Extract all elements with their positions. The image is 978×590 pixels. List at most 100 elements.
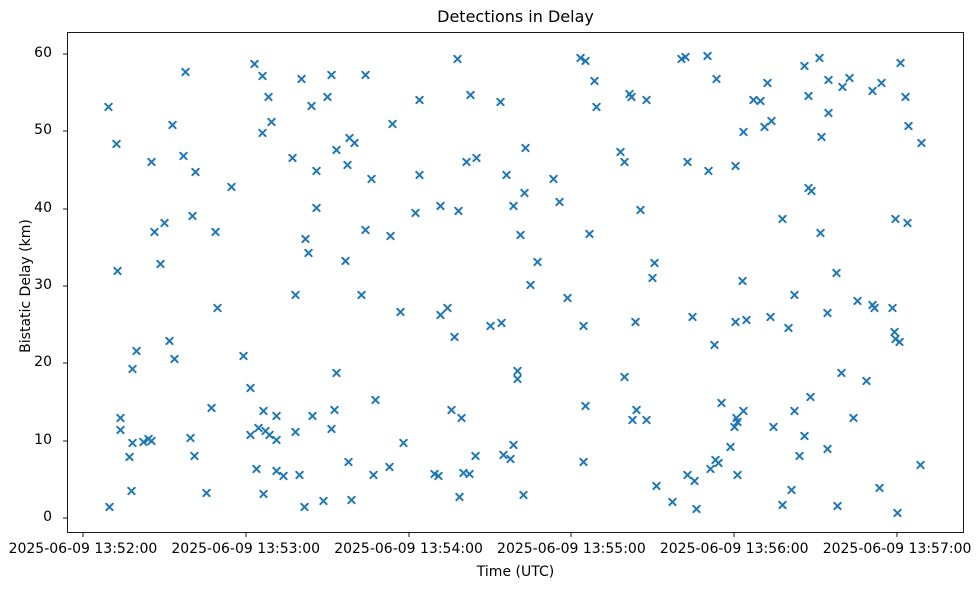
scatter-point-x-marker — [578, 456, 589, 467]
scatter-point-x-marker — [915, 459, 926, 470]
scatter-point-x-marker — [580, 400, 591, 411]
scatter-point-x-marker — [716, 397, 727, 408]
scatter-point-x-marker — [329, 404, 340, 415]
scatter-point-x-marker — [626, 91, 637, 102]
scatter-point-x-marker — [667, 496, 678, 507]
scatter-point-x-marker — [146, 157, 157, 168]
scatter-point-x-marker — [852, 295, 863, 306]
x-tick-label: 2025-06-09 13:56:00 — [659, 541, 809, 557]
scatter-point-x-marker — [178, 151, 189, 162]
scatter-point-x-marker — [691, 503, 702, 514]
scatter-point-x-marker — [867, 86, 878, 97]
scatter-point-x-marker — [518, 489, 529, 500]
scatter-point-x-marker — [465, 89, 476, 100]
plot-area: 2025-06-09 13:52:00 2025-06-09 13:53:00 20… — [9, 32, 971, 557]
scatter-point-x-marker — [548, 173, 559, 184]
scatter-point-x-marker — [814, 52, 825, 63]
scatter-point-x-marker — [505, 453, 516, 464]
scatter-point-x-marker — [729, 421, 740, 432]
scatter-point-x-marker — [294, 469, 305, 480]
scatter-point-x-marker — [349, 137, 360, 148]
scatter-point-x-marker — [789, 405, 800, 416]
y-axis-tick — [63, 208, 68, 210]
scatter-point-x-marker — [766, 115, 777, 126]
scatter-point-x-marker — [271, 410, 282, 421]
scatter-point-x-marker — [189, 450, 200, 461]
scatter-point-x-marker — [822, 443, 833, 454]
scatter-point-x-marker — [680, 51, 691, 62]
scatter-point-x-marker — [836, 367, 847, 378]
scatter-point-x-marker — [212, 302, 223, 313]
scatter-point-x-marker — [876, 77, 887, 88]
scatter-point-x-marker — [619, 157, 630, 168]
scatter-point-x-marker — [822, 308, 833, 319]
scatter-point-x-marker — [410, 208, 421, 219]
scatter-point-x-marker — [159, 217, 170, 228]
scatter-point-x-marker — [732, 469, 743, 480]
scatter-point-x-marker — [741, 315, 752, 326]
x-axis-tick — [896, 532, 898, 537]
scatter-point-x-marker — [245, 383, 256, 394]
scatter-point-x-marker — [705, 464, 716, 475]
scatter-point-x-marker — [257, 71, 268, 82]
scatter-point-x-marker — [916, 137, 927, 148]
scatter-point-x-marker — [257, 127, 268, 138]
scatter-point-x-marker — [589, 75, 600, 86]
scatter-point-x-marker — [452, 54, 463, 65]
y-tick-label: 60 — [34, 45, 52, 62]
x-axis-tick — [408, 532, 410, 537]
scatter-point-x-marker — [471, 152, 482, 163]
scatter-point-x-marker — [299, 501, 310, 512]
scatter-point-x-marker — [115, 412, 126, 423]
scatter-point-x-marker — [649, 257, 660, 268]
scatter-point-x-marker — [641, 95, 652, 106]
scatter-point-x-marker — [464, 468, 475, 479]
scatter-point-x-marker — [799, 61, 810, 72]
scatter-point-x-marker — [816, 131, 827, 142]
scatter-point-x-marker — [360, 225, 371, 236]
scatter-point-x-marker — [435, 201, 446, 212]
scatter-point-x-marker — [520, 143, 531, 154]
scatter-point-x-marker — [342, 160, 353, 171]
scatter-point-x-marker — [900, 91, 911, 102]
scatter-point-x-marker — [831, 267, 842, 278]
scatter-point-x-marker — [442, 302, 453, 313]
scatter-point-x-marker — [805, 392, 816, 403]
y-axis-tick — [63, 517, 68, 519]
x-axis-tick — [570, 532, 572, 537]
scatter-point-x-marker — [146, 435, 157, 446]
scatter-point-x-marker — [307, 410, 318, 421]
scatter-point-x-marker — [806, 185, 817, 196]
scatter-point-x-marker — [210, 226, 221, 237]
scatter-point-x-marker — [311, 202, 322, 213]
scatter-point-x-marker — [794, 450, 805, 461]
scatter-point-x-marker — [322, 92, 333, 103]
scatter-point-x-marker — [249, 58, 260, 69]
scatter-point-x-marker — [894, 336, 905, 347]
scatter-point-x-marker — [155, 259, 166, 270]
scatter-point-x-marker — [777, 213, 788, 224]
scatter-point-x-marker — [508, 439, 519, 450]
scatter-point-x-marker — [803, 90, 814, 101]
x-axis-tick — [82, 532, 84, 537]
scatter-point-x-marker — [725, 441, 736, 452]
x-axis-label: Time (UTC) — [476, 564, 555, 580]
scatter-point-x-marker — [111, 138, 122, 149]
scatter-point-x-marker — [190, 167, 201, 178]
scatter-point-x-marker — [619, 371, 630, 382]
scatter-point-x-marker — [414, 170, 425, 181]
scatter-point-x-marker — [832, 500, 843, 511]
scatter-point-x-marker — [902, 217, 913, 228]
scatter-point-x-marker — [201, 488, 212, 499]
scatter-point-x-marker — [682, 156, 693, 167]
scatter-point-x-marker — [185, 433, 196, 444]
scatter-point-x-marker — [263, 91, 274, 102]
scatter-point-x-marker — [738, 127, 749, 138]
scatter-point-x-marker — [326, 424, 337, 435]
scatter-point-x-marker — [126, 485, 137, 496]
scatter-point-x-marker — [385, 230, 396, 241]
x-tick-label: 2025-06-09 13:52:00 — [8, 541, 158, 557]
scatter-point-x-marker — [356, 290, 367, 301]
scatter-point-x-marker — [384, 462, 395, 473]
scatter-point-x-marker — [104, 501, 115, 512]
